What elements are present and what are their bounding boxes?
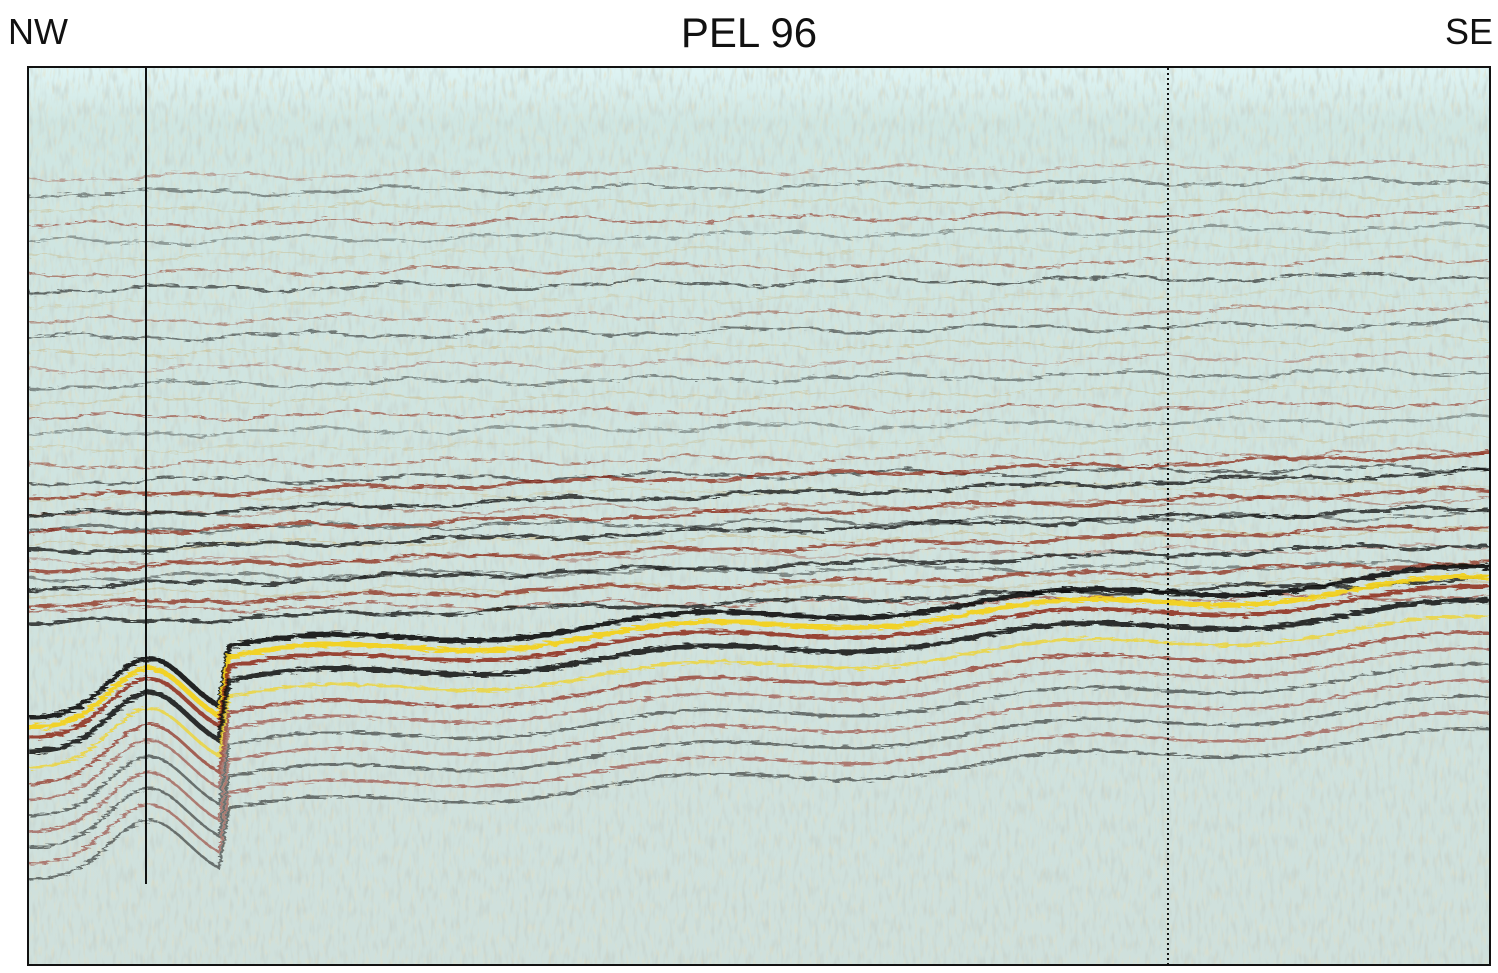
reflector-horizon [29, 192, 1489, 214]
reflector-horizon [29, 543, 1489, 594]
deep-reflector [29, 679, 1489, 833]
main-horizon-red [29, 584, 1489, 740]
reflector-horizon [29, 485, 1489, 535]
reflector-horizon [29, 301, 1489, 326]
nw-direction-label: NW [8, 11, 68, 52]
reflector-horizon [29, 505, 1489, 554]
deep-reflector [29, 647, 1489, 801]
reflector-horizon [29, 176, 1489, 200]
reflector-horizon [29, 524, 1489, 574]
reflector-horizon [29, 238, 1489, 261]
reflector-horizon [29, 447, 1489, 470]
reflector-horizon [29, 449, 1489, 500]
reflector-horizon [29, 317, 1489, 342]
reflector-horizon [29, 481, 1489, 503]
reflector-horizon [29, 542, 1489, 566]
main-horizon-yellow [29, 573, 1489, 730]
reflector-horizon [29, 413, 1489, 438]
main-horizon-black-lower [29, 597, 1489, 754]
reflector-horizon [29, 495, 1489, 517]
deep-reflector [29, 711, 1489, 865]
reflector-horizon [29, 385, 1489, 407]
deep-reflector [29, 663, 1489, 817]
main-horizon-red-lower [29, 630, 1489, 785]
reflector-horizon [29, 467, 1489, 518]
deep-reflector [29, 727, 1489, 881]
main-horizon-yellow-lower [29, 614, 1489, 769]
section-title: PEL 96 [680, 9, 818, 56]
reflector-horizon [29, 430, 1489, 454]
se-direction-label: SE [1445, 11, 1494, 52]
deep-reflector [29, 695, 1489, 849]
reflector-horizon [29, 272, 1489, 295]
reflector-horizon [29, 368, 1489, 391]
reflector-horizon [29, 334, 1489, 358]
seismic-section-image [27, 66, 1491, 966]
seismic-section-canvas [29, 68, 1489, 964]
reflector-horizon [29, 592, 1489, 614]
reflector-horizon [29, 255, 1489, 278]
reflector-horizon [29, 222, 1489, 246]
reflector-horizon [29, 559, 1489, 609]
reflector-horizon [29, 351, 1489, 374]
seismic-reflectors [29, 159, 1489, 881]
reflector-horizon [29, 206, 1489, 230]
reflector-horizon [29, 289, 1489, 310]
reflector-horizon [29, 398, 1489, 422]
main-horizon-black [29, 563, 1489, 720]
reflector-horizon [29, 574, 1489, 626]
reflector-horizon [29, 159, 1489, 182]
